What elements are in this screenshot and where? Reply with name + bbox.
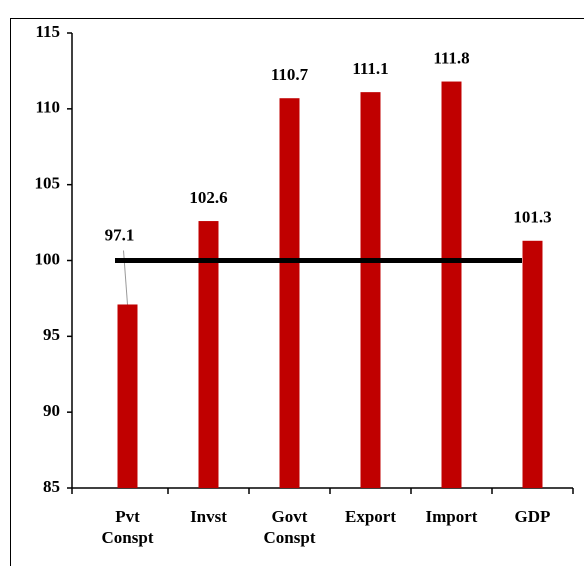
y-tick-label: 115 (35, 22, 60, 41)
x-tick-label: GDP (514, 507, 551, 526)
y-tick-label: 85 (43, 477, 60, 496)
x-tick-label: Govt Conspt (263, 507, 316, 547)
x-tick-label: Import (425, 507, 478, 526)
bar (117, 304, 138, 488)
data-label: 111.8 (433, 48, 469, 67)
y-tick-label: 90 (43, 401, 60, 420)
y-tick-label: 110 (35, 98, 60, 117)
y-tick-label: 105 (35, 174, 61, 193)
x-tick-label: Invst (190, 507, 227, 526)
x-tick-label: Export (345, 507, 396, 526)
data-label: 101.3 (513, 208, 551, 227)
y-tick-label: 95 (43, 325, 60, 344)
bar (441, 81, 462, 489)
y-tick-label: 100 (35, 249, 61, 268)
bar (279, 98, 300, 488)
x-tick-label: Pvt Conspt (101, 507, 154, 547)
data-label: 102.6 (189, 188, 227, 207)
bar (198, 221, 219, 489)
bar (360, 92, 381, 489)
data-label: 111.1 (352, 59, 388, 78)
chart-border (10, 18, 584, 566)
data-label: 97.1 (105, 225, 135, 244)
bar (522, 240, 543, 488)
data-label: 110.7 (271, 65, 309, 84)
